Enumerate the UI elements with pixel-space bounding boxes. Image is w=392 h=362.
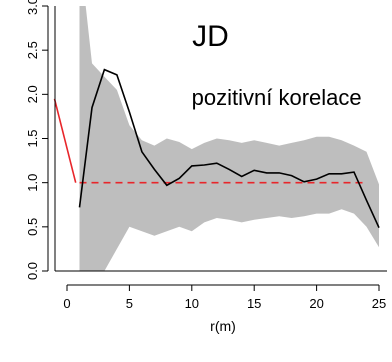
x-axis-title: r(m)	[210, 318, 236, 334]
x-tick-label: 10	[185, 296, 199, 311]
annotation-layer: JD pozitivní korelace	[192, 20, 362, 110]
y-tick-label: 2.0	[25, 85, 40, 103]
x-tick-label: 15	[247, 296, 261, 311]
y-tick-label: 1.5	[25, 129, 40, 147]
short_range-line	[53, 98, 77, 183]
y-tick-label: 0.0	[25, 262, 40, 280]
observed-line	[78, 68, 380, 229]
envelope-layer	[79, 6, 379, 271]
x-tick-label: 20	[309, 296, 323, 311]
y-tick-label: 1.0	[25, 174, 40, 192]
x-tick-label: 0	[63, 296, 70, 311]
x-tick-label: 25	[372, 296, 386, 311]
y-tick-label: 2.5	[25, 41, 40, 59]
x-tick-label: 5	[126, 296, 133, 311]
y-tick-label: 0.5	[25, 218, 40, 236]
envelope-band	[79, 6, 379, 271]
axes-layer: 0.0 0.5 1.0 1.5 2.0 2.5 3.0 0 5 10 15 20 25	[25, 0, 387, 311]
series-layer	[53, 68, 380, 229]
annotation-label: pozitivní korelace	[192, 85, 362, 110]
annotation-label: JD	[192, 20, 229, 53]
y-tick-label: 3.0	[25, 0, 40, 15]
